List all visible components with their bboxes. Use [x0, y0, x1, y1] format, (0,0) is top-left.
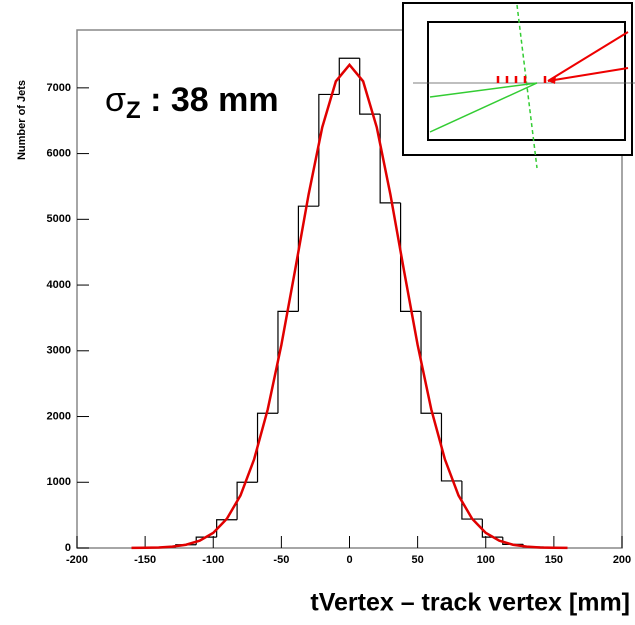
inset-diagram — [402, 2, 635, 169]
histogram-bin — [338, 57, 360, 95]
annotation-symbol: σ — [105, 81, 126, 119]
x-axis-label: tVertex – track vertex [mm] — [310, 589, 630, 617]
annotation-subscript: Z — [126, 97, 141, 124]
x-tick-label: -200 — [66, 554, 88, 566]
inset-arrow — [548, 76, 556, 84]
inset-detector — [427, 21, 626, 141]
x-tick-label: -100 — [202, 554, 224, 566]
annotation-text: : 38 mm — [141, 81, 279, 119]
y-tick-label: 1000 — [47, 476, 71, 488]
x-tick-label: -150 — [134, 554, 156, 566]
x-tick-label: 0 — [346, 554, 352, 566]
histogram-bin — [420, 311, 442, 414]
y-tick-label: 7000 — [47, 82, 71, 94]
histogram-bin — [481, 519, 503, 538]
histogram-bin — [236, 481, 258, 520]
histogram-bin — [399, 202, 422, 312]
x-tick-label: -50 — [273, 554, 289, 566]
y-axis-label: Number of Jets — [16, 80, 28, 160]
x-tick-label: 100 — [477, 554, 495, 566]
inset-vertex-marks — [496, 76, 547, 83]
inset-track — [429, 82, 538, 98]
histogram-bin — [277, 310, 299, 414]
annotation: σZ : 38 mm — [105, 81, 279, 124]
y-tick-label: 4000 — [47, 279, 71, 291]
x-tick-label: 200 — [613, 554, 631, 566]
fit-curve — [131, 62, 568, 550]
inset-red-track — [547, 31, 629, 82]
histogram-bin — [440, 413, 462, 482]
y-tick-label: 6000 — [47, 147, 71, 159]
histogram-bin — [216, 519, 238, 538]
histogram-bin — [297, 205, 319, 312]
histogram-bin — [256, 412, 278, 483]
x-tick-label: 50 — [412, 554, 424, 566]
inset-frame — [402, 2, 633, 156]
histogram-bin — [318, 93, 340, 207]
histogram-bin — [461, 480, 483, 520]
inset-red-track — [547, 67, 629, 82]
x-tick-label: 150 — [545, 554, 563, 566]
y-tick-label: 5000 — [47, 213, 71, 225]
inset-track — [429, 82, 538, 133]
y-tick-label: 0 — [65, 542, 71, 554]
inset-dashed-track — [516, 4, 538, 169]
y-tick-label: 2000 — [47, 410, 71, 422]
y-tick-label: 3000 — [47, 345, 71, 357]
